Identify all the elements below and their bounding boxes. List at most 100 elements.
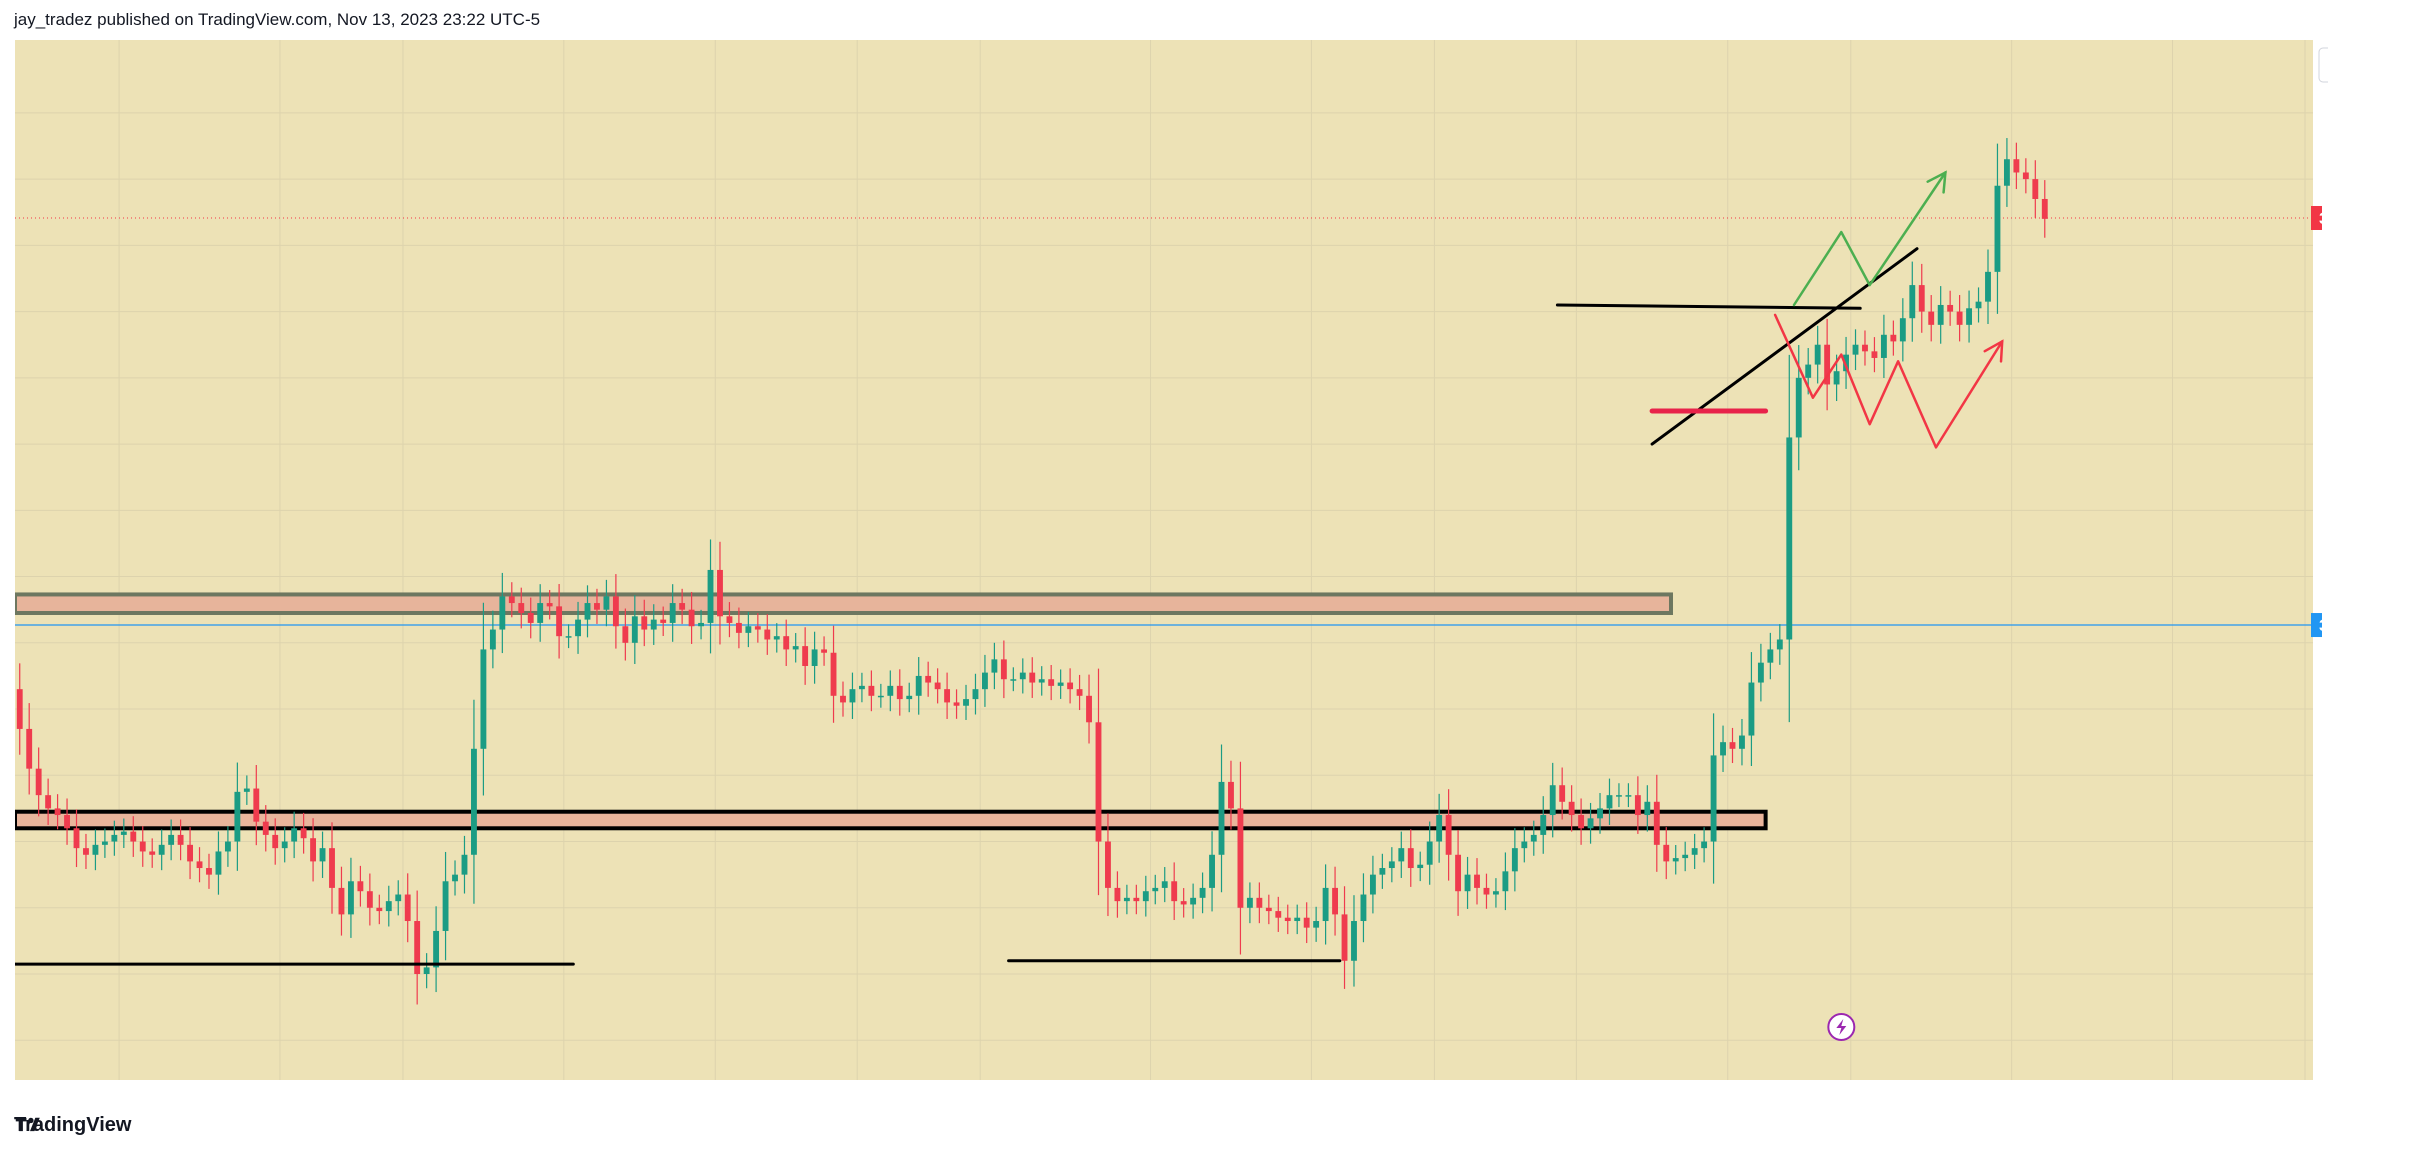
candle-body [1038,679,1045,683]
x-tick-label: Oct [1421,1100,1448,1102]
candle-body [556,606,563,637]
candle-body [1417,864,1424,869]
x-tick-label: 14 [394,1100,413,1102]
candle-body [1171,881,1178,902]
candle-body [972,689,979,700]
red-arrowhead [1983,339,2004,363]
candle-body [177,834,184,845]
candle-body [1985,271,1991,302]
candle-body [1445,815,1452,855]
candle-body [1947,304,1954,312]
candle-body [253,788,260,822]
candle-body [1843,354,1849,372]
candle-body [1720,742,1726,756]
candlestick-chart-svg[interactable]: 24000.0025000.0026000.0027000.0028000.00… [15,40,2328,1102]
candle-body [858,685,865,690]
candle-body [471,748,477,855]
candle-body [1010,679,1017,681]
candle-body [1426,841,1433,865]
candle-body [518,603,525,613]
candle-body [679,603,686,610]
candle-body [206,868,212,875]
candle-body [1644,801,1651,816]
candle-body [1199,887,1206,898]
candle-body [1890,334,1897,342]
candle-body [101,841,108,845]
candle-body [877,695,884,698]
candle-body [650,619,657,630]
support-zone-27300 [15,809,1768,831]
candle-body [1701,841,1708,849]
currency-button[interactable] [2318,47,2328,83]
candle-body [963,699,969,706]
x-tick-label: 14 [971,1100,990,1102]
candle-body [688,609,695,627]
marked-price-label: 30268.28 [2319,616,2328,635]
candle-body [1360,894,1367,922]
candle-body [764,629,771,640]
candle-body [1786,437,1793,640]
candle-body [1729,742,1736,749]
candle-body [1048,679,1055,686]
candle-body [404,894,411,922]
candle-body [196,861,203,869]
candle-body [1805,364,1812,378]
candle-body [1739,735,1745,749]
candle-body [944,689,951,703]
last-price-tag [2311,205,2322,230]
candle-body [575,619,581,637]
candle-body [1398,848,1405,862]
candle-body [2013,159,2020,173]
candle-body [281,841,288,849]
candle-body [262,821,269,835]
candle-body [2032,179,2039,199]
candle-body [499,596,506,630]
candle-body [1616,795,1622,797]
candle-body [830,652,837,696]
x-tick-label: Nov [1713,1100,1744,1102]
candle-body [1530,834,1537,842]
candle-body [1511,848,1518,872]
x-tick-label: 18 [1302,1100,1321,1102]
candle-body [1057,682,1064,686]
candle-body [1351,921,1357,961]
publisher-header: jay_tradez published on TradingView.com,… [14,10,541,29]
candle-body [1776,639,1783,650]
candle-body [376,907,383,912]
candle-body [1265,907,1272,912]
candle-body [1824,344,1831,385]
candle-body [717,569,723,617]
candle-body [1474,874,1480,888]
candle-body [1578,815,1585,829]
candle-body [1862,344,1868,352]
candle-body [310,838,317,862]
candle-body [698,622,704,627]
candle-body [1388,861,1395,869]
candle-body [1123,897,1130,902]
candle-body [991,659,998,673]
tradingview-logo-icon [15,1117,40,1132]
candle-body [2041,198,2048,219]
x-tick-label: 15 [110,1100,129,1102]
candle-body [1180,901,1187,905]
candle-body [1587,818,1594,829]
candle-body [745,626,752,633]
candle-body [1653,801,1660,845]
price-chart[interactable]: 24000.0025000.0026000.0027000.0028000.00… [15,40,2328,1102]
candle-body [1322,887,1329,922]
x-tick-label: 14 [1841,1100,1860,1102]
candle-body [64,815,70,829]
candle-body [1559,785,1566,802]
candle-body [660,619,667,623]
candle-body [1880,334,1887,358]
candle-body [168,834,175,845]
candle-body [1966,308,1973,325]
tradingview-footer[interactable]: TradingView [14,1114,131,1137]
candle-body [1228,781,1234,809]
candle-body [1218,781,1225,855]
candle-body [707,569,714,623]
x-tick-label: Jun [266,1100,293,1102]
candle-body [1436,815,1443,842]
candle-body [1956,311,1963,325]
candle-body [300,828,307,839]
